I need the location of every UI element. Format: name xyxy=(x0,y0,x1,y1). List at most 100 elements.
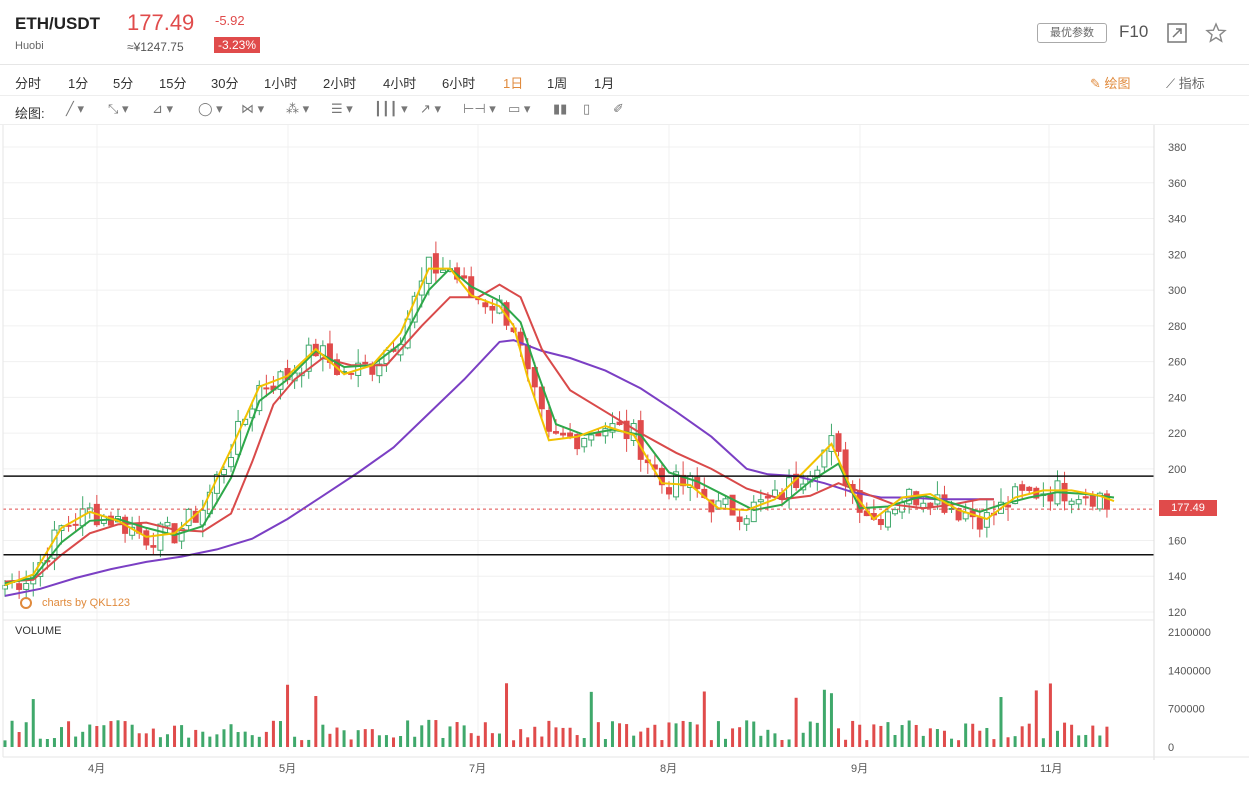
volume-bar xyxy=(681,720,685,747)
volume-bar xyxy=(1020,726,1024,747)
fib-tool-icon[interactable]: ☰ ▾ xyxy=(331,101,353,116)
f10-button[interactable]: F10 xyxy=(1119,22,1149,41)
eraser-tool-icon[interactable]: ✐ xyxy=(613,101,624,116)
expand-icon[interactable] xyxy=(1166,22,1188,49)
zigzag-tool-icon[interactable]: ⋈ ▾ xyxy=(241,101,265,116)
arrow-tool-icon[interactable]: ↗ ▾ xyxy=(420,101,442,116)
volume-bar xyxy=(130,724,134,747)
candle-body xyxy=(1068,500,1075,505)
tf-5min[interactable]: 5分 xyxy=(113,76,134,91)
y-tick-label: 360 xyxy=(1168,178,1186,190)
volume-bar xyxy=(497,733,501,747)
circle-tool-icon[interactable]: ◯ ▾ xyxy=(198,101,223,116)
candles xyxy=(2,241,1110,600)
tf-1m[interactable]: 1月 xyxy=(594,76,615,91)
candle-body xyxy=(884,511,891,528)
tf-1w[interactable]: 1周 xyxy=(547,76,568,91)
volume-bar xyxy=(512,740,516,747)
ma-line-ma5 xyxy=(4,267,1115,587)
pencil-icon: ✎ xyxy=(1090,76,1101,91)
volume-bar xyxy=(137,733,141,747)
delete-tool-icon[interactable]: ▯ xyxy=(583,101,591,116)
volume-bar xyxy=(201,731,205,747)
volume-bar xyxy=(519,729,523,747)
pattern-tool-icon[interactable]: ⁂ ▾ xyxy=(286,101,310,116)
parallel-tool-icon[interactable]: ┃┃┃ ▾ xyxy=(374,101,408,116)
volume-bar xyxy=(194,729,198,747)
tf-tick[interactable]: 分时 xyxy=(15,76,42,91)
x-tick-label: 8月 xyxy=(660,763,677,775)
volume-bar xyxy=(1055,730,1059,747)
tf-4h[interactable]: 4小时 xyxy=(383,76,417,91)
y-tick-label: 200 xyxy=(1168,464,1186,476)
channel-tool-icon[interactable]: ⊿ ▾ xyxy=(152,101,174,116)
candle-body xyxy=(595,432,602,437)
tf-2h[interactable]: 2小时 xyxy=(323,76,357,91)
volume-bar xyxy=(822,689,826,747)
volume-bar xyxy=(1013,736,1017,747)
volume-bar xyxy=(434,720,438,747)
symbol-title: ETH/USDT xyxy=(15,14,100,33)
candle-body xyxy=(708,499,715,513)
current-price: 177.49 xyxy=(127,10,195,35)
volume-bar xyxy=(455,722,459,747)
candle-body xyxy=(362,361,369,365)
draw-button[interactable]: ✎ 绘图 xyxy=(1090,73,1131,92)
tf-1h[interactable]: 1小时 xyxy=(264,76,298,91)
optimal-params-button[interactable]: 最优参数 xyxy=(1037,23,1107,43)
candle-body xyxy=(1005,504,1012,508)
volume-bar xyxy=(257,736,261,747)
volume-bar xyxy=(165,734,169,747)
x-tick-label: 7月 xyxy=(469,763,486,775)
candle-body xyxy=(228,457,235,468)
volume-bar xyxy=(596,722,600,747)
tf-15min[interactable]: 15分 xyxy=(159,76,187,91)
volume-bar xyxy=(625,724,629,747)
volume-bar xyxy=(349,739,353,747)
volume-bar xyxy=(872,724,876,747)
volume-bar xyxy=(639,731,643,747)
volume-bar xyxy=(505,683,509,747)
candle-body xyxy=(220,468,227,476)
volume-bar xyxy=(1034,690,1038,747)
candle-body xyxy=(729,494,736,516)
candle-body xyxy=(150,545,157,548)
candle-body xyxy=(1089,495,1096,507)
candle-body xyxy=(376,363,383,377)
star-icon[interactable] xyxy=(1205,22,1227,49)
candle-body xyxy=(545,410,552,432)
volume-bar xyxy=(229,724,233,747)
volume-bar xyxy=(420,725,424,747)
volume-bar xyxy=(406,720,410,747)
volume-bar xyxy=(17,732,21,747)
volume-bar xyxy=(1084,734,1088,747)
volume-bar xyxy=(660,740,664,747)
volume-bar xyxy=(928,728,932,747)
tf-1min[interactable]: 1分 xyxy=(68,76,89,91)
volume-bar xyxy=(745,720,749,747)
volume-bar xyxy=(935,729,939,747)
comment-tool-icon[interactable]: ▭ ▾ xyxy=(508,101,531,116)
bars-tool-icon[interactable]: ▮▮ xyxy=(553,101,568,116)
indicator-button[interactable]: ⟋ 指标 xyxy=(1166,73,1205,92)
tf-6h[interactable]: 6小时 xyxy=(442,76,476,91)
volume-bar xyxy=(653,724,657,747)
ray-tool-icon[interactable]: ⤡ ▾ xyxy=(108,101,129,116)
volume-bar xyxy=(1027,723,1031,747)
tf-30min[interactable]: 30分 xyxy=(211,76,239,91)
measure-tool-icon[interactable]: ⊢⊣ ▾ xyxy=(463,101,496,116)
volume-bar xyxy=(342,730,346,747)
y-tick-label: 140 xyxy=(1168,571,1186,583)
volume-bar xyxy=(384,735,388,747)
candle-body xyxy=(1096,492,1103,510)
volume-bar xyxy=(907,720,911,747)
volume-bar xyxy=(667,722,671,747)
volume-bar xyxy=(38,738,42,747)
line-tool-icon[interactable]: ╱ ▾ xyxy=(66,101,84,116)
candle-body xyxy=(567,432,574,437)
price-change-pct: -3.23% xyxy=(214,37,261,53)
candle-body xyxy=(757,499,764,503)
tf-1d[interactable]: 1日 xyxy=(503,76,524,91)
candle-body xyxy=(764,496,771,499)
